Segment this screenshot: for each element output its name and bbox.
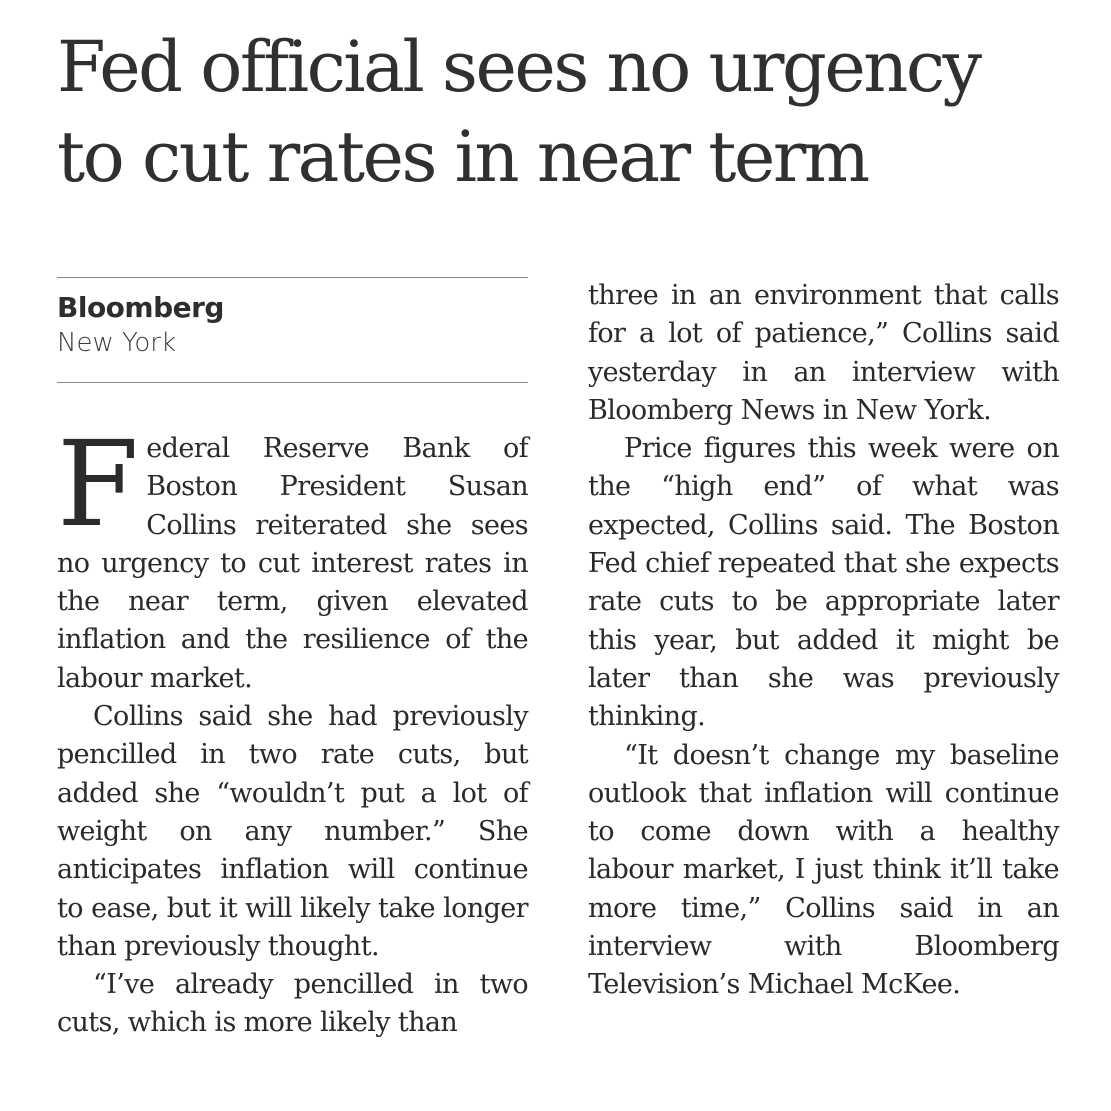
article-paragraph-3: “I’ve already pencilled in two cuts, whi… bbox=[57, 966, 529, 1043]
article-paragraph-2: Collins said she had previously pencille… bbox=[57, 701, 529, 962]
drop-cap: F bbox=[57, 415, 139, 553]
paragraph-1-text: ederal Reserve Bank of Boston President … bbox=[57, 433, 529, 694]
byline-place: New York bbox=[57, 328, 177, 358]
headline-line-1: Fed official sees no urgency bbox=[57, 26, 982, 108]
byline-source: Bloomberg bbox=[57, 291, 224, 324]
article-paragraph-3-continued: three in an environment that calls for a… bbox=[588, 280, 1060, 426]
article-paragraph-4: Price figures this week were on the “hig… bbox=[588, 433, 1060, 733]
byline: Bloomberg New York bbox=[57, 277, 528, 383]
article-paragraph-5: “It doesn’t change my baseline outlook t… bbox=[588, 739, 1060, 1001]
paragraph-3-text: “I’ve already pencilled in two cuts, whi… bbox=[57, 969, 529, 1039]
article-column-right: three in an environment that calls for a… bbox=[588, 277, 1060, 1005]
headline: Fed official sees no urgency to cut rate… bbox=[57, 22, 1087, 202]
headline-line-2: to cut rates in near term bbox=[57, 116, 870, 198]
